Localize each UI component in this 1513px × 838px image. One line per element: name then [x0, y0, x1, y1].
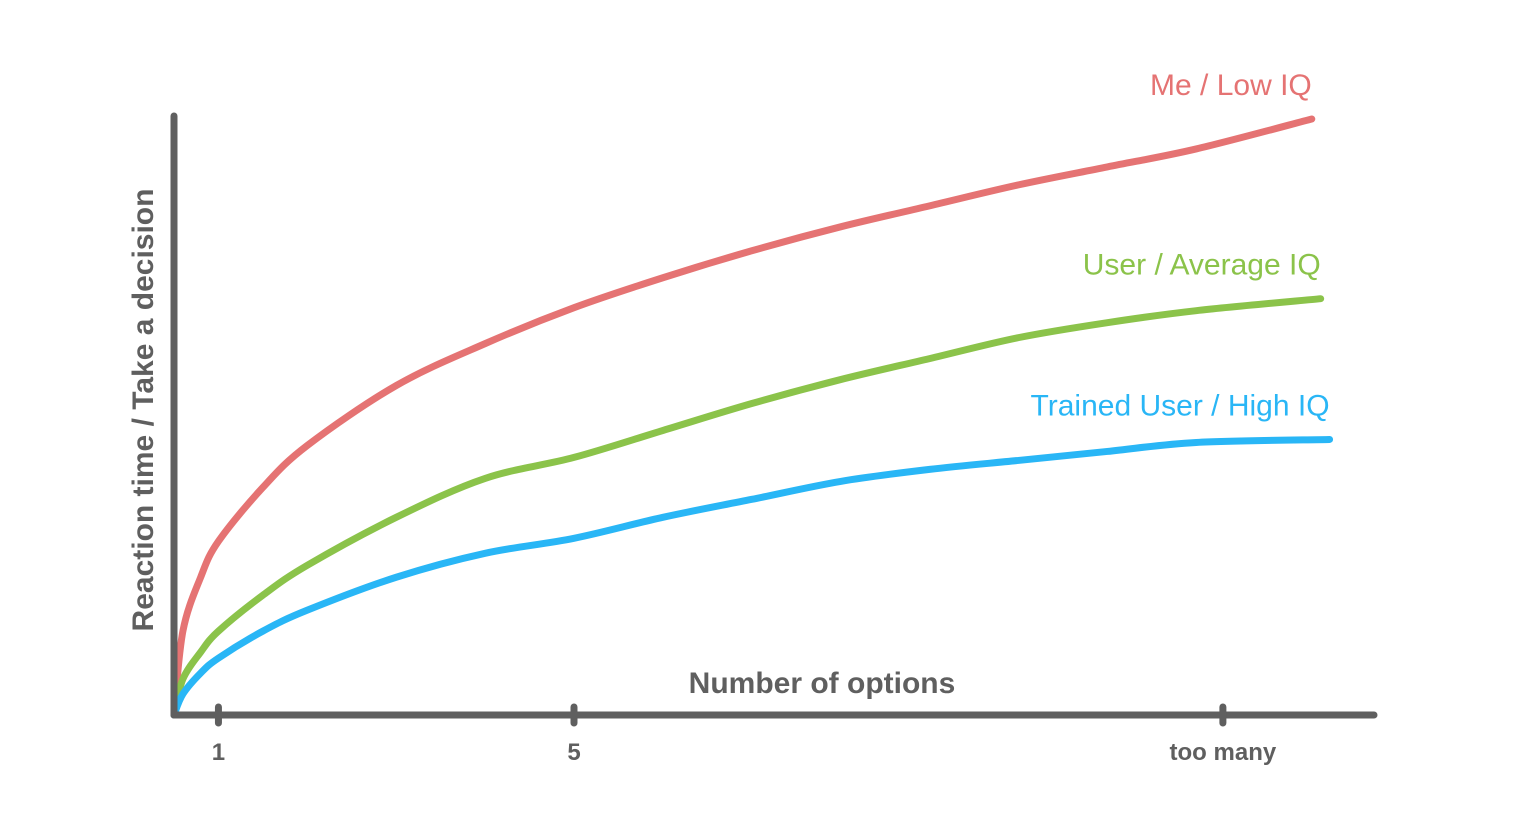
- series-label-1: User / Average IQ: [1083, 249, 1321, 282]
- series-label-2: Trained User / High IQ: [1031, 389, 1330, 422]
- x-tick-label-1: 5: [567, 739, 580, 766]
- x-tick-label-0: 1: [212, 739, 225, 766]
- series-line-0: [170, 115, 1316, 719]
- series-label-0: Me / Low IQ: [1150, 69, 1312, 102]
- y-axis-title: Reaction time / Take a decision: [127, 189, 160, 632]
- x-tick-label-2: too many: [1170, 739, 1277, 766]
- series-line-1: [170, 295, 1325, 719]
- series-line-2: [170, 435, 1334, 719]
- x-tick-layer: 1 5 too many: [212, 703, 1277, 766]
- x-axis-title: Number of options: [689, 667, 956, 700]
- series-label-layer: Me / Low IQ User / Average IQ Trained User…: [1031, 69, 1330, 422]
- series-layer: [170, 115, 1334, 719]
